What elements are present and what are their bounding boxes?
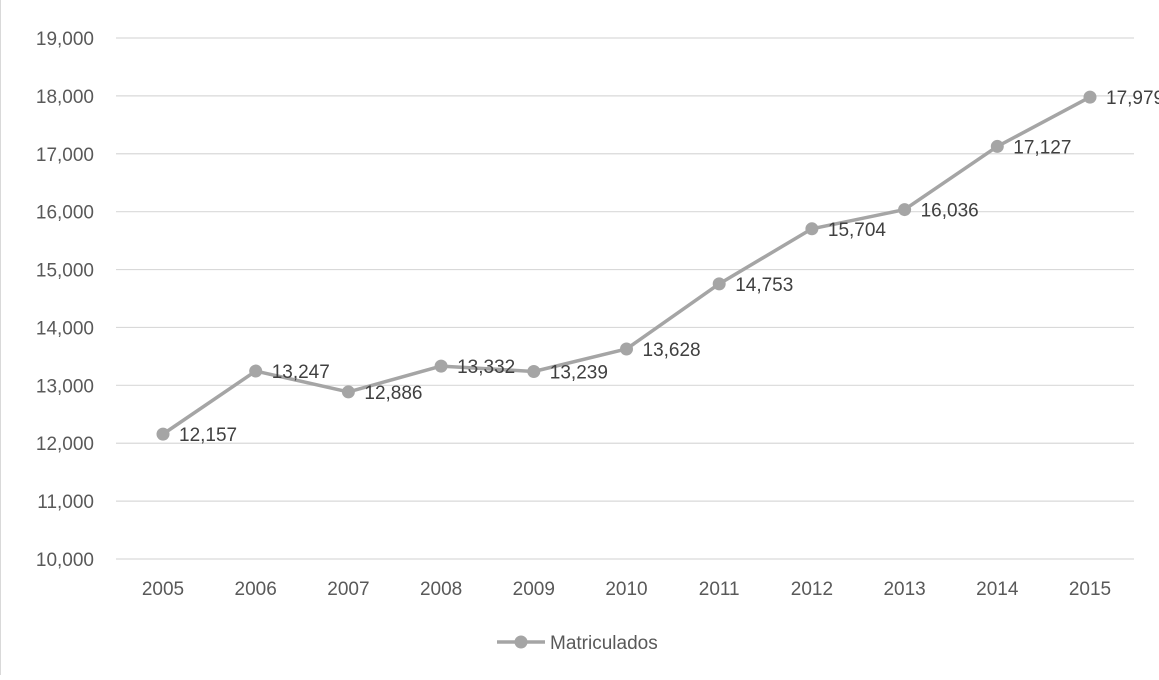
legend-label-matriculados: Matriculados (550, 633, 658, 654)
data-point-marker (898, 203, 912, 217)
legend: Matriculados (497, 633, 658, 654)
data-label: 17,127 (1013, 137, 1071, 158)
y-tick-label: 11,000 (37, 492, 94, 513)
x-tick-label: 2011 (699, 579, 740, 600)
x-tick-label: 2013 (883, 579, 925, 600)
y-axis: 10,000 11,000 12,000 13,000 14,000 15,000 16,0… (36, 29, 94, 571)
series-line (162, 95, 1091, 436)
data-point-marker (712, 277, 726, 291)
data-labels: 12,157 13,247 12,886 13,332 13,239 13,628 14,7… (179, 88, 1159, 446)
data-label: 14,753 (735, 275, 793, 296)
grid-lines (116, 37, 1134, 560)
y-tick-label: 19,000 (36, 29, 94, 50)
x-tick-label: 2015 (1069, 579, 1111, 600)
data-point-marker (527, 364, 541, 378)
data-point-marker (1083, 90, 1097, 104)
x-tick-label: 2006 (235, 579, 277, 600)
data-point-marker (341, 385, 355, 399)
y-tick-label: 15,000 (36, 261, 94, 282)
x-tick-label: 2009 (513, 579, 555, 600)
data-point-marker (434, 359, 448, 373)
data-point-marker (805, 222, 819, 236)
data-label: 15,704 (828, 220, 887, 241)
data-point-marker (620, 342, 633, 356)
data-label: 13,247 (272, 362, 330, 383)
data-label: 12,886 (364, 383, 422, 404)
data-label: 12,157 (179, 425, 237, 446)
legend-marker-icon (514, 635, 528, 649)
y-tick-label: 16,000 (36, 203, 94, 224)
y-tick-label: 18,000 (36, 87, 94, 108)
y-tick-label: 17,000 (36, 145, 94, 166)
y-tick-label: 10,000 (36, 550, 94, 571)
x-axis: 2005 2006 2007 2008 2009 2010 2011 2012 2013 2014… (142, 579, 1111, 600)
y-tick-label: 12,000 (36, 434, 94, 455)
y-tick-label: 13,000 (36, 376, 94, 397)
series-matriculados (156, 90, 1097, 441)
data-point-marker (249, 364, 263, 378)
data-label: 13,628 (643, 340, 701, 361)
data-point-marker (156, 427, 170, 441)
x-tick-label: 2012 (791, 579, 833, 600)
x-tick-label: 2014 (976, 579, 1019, 600)
x-tick-label: 2007 (327, 579, 369, 600)
x-tick-label: 2005 (142, 579, 184, 600)
x-tick-label: 2010 (605, 579, 647, 600)
data-label: 17,979 (1106, 88, 1159, 109)
data-label: 13,332 (457, 357, 515, 378)
data-label: 13,239 (550, 362, 608, 383)
x-tick-label: 2008 (420, 579, 462, 600)
y-tick-label: 14,000 (36, 318, 94, 339)
data-label: 16,036 (921, 201, 979, 222)
data-point-marker (990, 139, 1004, 153)
